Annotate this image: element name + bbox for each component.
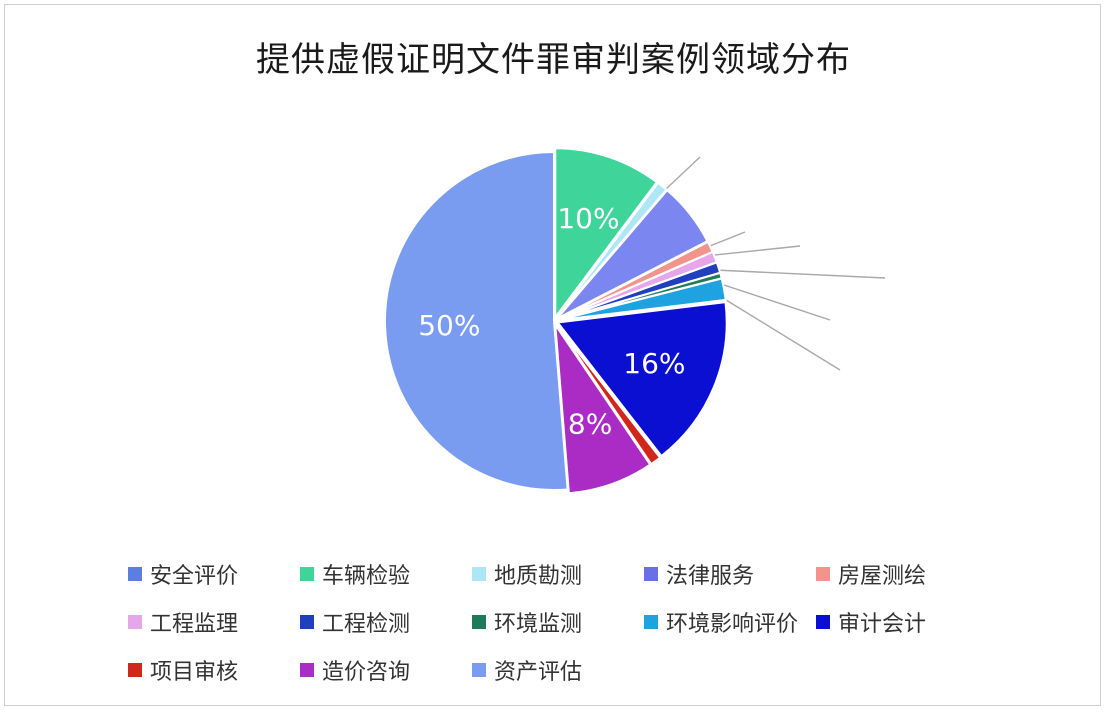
slice-percent-label: 16% bbox=[623, 347, 685, 380]
legend-item: 工程检测 bbox=[300, 606, 410, 638]
legend-swatch bbox=[128, 567, 142, 581]
legend-swatch bbox=[128, 615, 142, 629]
legend-label: 安全评价 bbox=[150, 564, 239, 589]
pie-slice bbox=[557, 277, 727, 322]
legend-item: 造价咨询 bbox=[300, 654, 410, 686]
legend-label: 地质勘测 bbox=[494, 564, 583, 589]
legend-item: 项目审核 bbox=[128, 654, 238, 686]
pie-slice bbox=[384, 150, 569, 491]
legend-swatch bbox=[300, 615, 314, 629]
legend-swatch bbox=[472, 663, 486, 677]
pie-slice bbox=[554, 147, 659, 321]
legend-swatch bbox=[816, 615, 830, 629]
legend-item: 房屋测绘 bbox=[816, 558, 926, 590]
legend-swatch bbox=[816, 567, 830, 581]
legend-item: 资产评估 bbox=[472, 654, 582, 686]
legend-item: 安全评价 bbox=[128, 558, 238, 590]
leader-line bbox=[703, 245, 801, 261]
pie-slices bbox=[384, 147, 728, 495]
legend-label: 工程监理 bbox=[150, 612, 239, 637]
legend-label: 造价咨询 bbox=[322, 660, 411, 685]
legend-label: 工程检测 bbox=[322, 612, 411, 637]
legend-label: 项目审核 bbox=[150, 660, 239, 685]
legend-label: 法律服务 bbox=[666, 564, 755, 589]
legend-swatch bbox=[472, 567, 486, 581]
pie-slice bbox=[554, 321, 652, 495]
legend-swatch bbox=[644, 615, 658, 629]
legend-label: 车辆检验 bbox=[322, 564, 411, 589]
slice-percent-label: 8% bbox=[568, 408, 612, 441]
leader-line bbox=[712, 277, 831, 321]
legend-swatch bbox=[644, 567, 658, 581]
legend-item: 环境监测 bbox=[472, 606, 582, 638]
legend-label: 审计会计 bbox=[838, 612, 927, 637]
legend-label: 资产评估 bbox=[494, 660, 583, 685]
legend-item: 车辆检验 bbox=[300, 558, 410, 590]
legend-item: 环境影响评价 bbox=[644, 606, 798, 638]
legend-label: 环境影响评价 bbox=[666, 612, 799, 637]
legend-swatch bbox=[472, 615, 486, 629]
legend-item: 地质勘测 bbox=[472, 558, 582, 590]
slice-percent-label: 10% bbox=[557, 202, 619, 235]
legend-item: 法律服务 bbox=[644, 558, 754, 590]
legend-item: 工程监理 bbox=[128, 606, 238, 638]
legend-swatch bbox=[128, 663, 142, 677]
chart-title: 提供虚假证明文件罪审判案例领域分布 bbox=[256, 40, 851, 80]
legend-item: 审计会计 bbox=[816, 606, 926, 638]
pie-slice bbox=[555, 301, 728, 458]
slice-percent-label: 50% bbox=[418, 309, 480, 342]
legend-label: 环境监测 bbox=[494, 612, 583, 637]
pie-slice bbox=[555, 323, 662, 466]
legend-label: 房屋测绘 bbox=[838, 564, 927, 589]
legend-swatch bbox=[300, 663, 314, 677]
leader-line bbox=[710, 269, 886, 279]
legend-swatch bbox=[300, 567, 314, 581]
slice-labels: 10% 16% 8% 50% bbox=[418, 202, 685, 441]
